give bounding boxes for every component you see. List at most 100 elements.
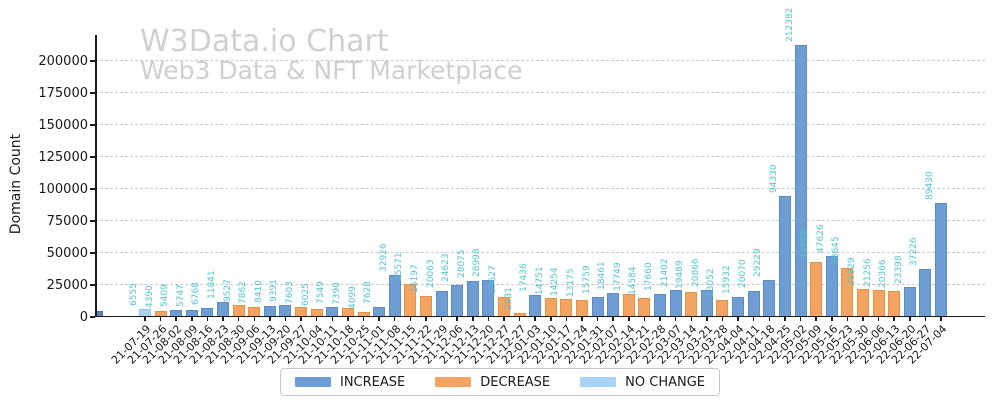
x-tick-mark — [456, 317, 458, 321]
bar-value-label: 17436 — [519, 263, 530, 292]
x-tick-mark — [862, 317, 864, 321]
y-tick-mark — [90, 220, 95, 222]
y-tick-mark — [90, 316, 95, 318]
bar-value-label: 29229 — [753, 247, 764, 277]
legend-item-no-change: NO CHANGE — [580, 375, 705, 390]
bar-value-label: 13052 — [706, 268, 717, 298]
chart-subtitle: Web3 Data & NFT Marketplace — [140, 56, 523, 85]
bar-value-label: 7862 — [238, 281, 249, 304]
bar-value-label: 7628 — [363, 281, 374, 305]
bar-value-label: 11841 — [207, 270, 218, 299]
y-tick-mark — [90, 188, 95, 190]
bar-value-label: 47626 — [815, 224, 826, 254]
x-tick-mark — [144, 317, 146, 321]
bar-value-label: 20866 — [690, 258, 701, 288]
x-tick-mark — [269, 317, 271, 321]
legend-item-decrease: DECREASE — [435, 375, 550, 390]
x-tick-mark — [924, 317, 927, 321]
x-tick-mark — [815, 317, 817, 321]
x-tick-mark — [518, 317, 521, 321]
bar-value-label: 2931 — [503, 287, 514, 311]
bar-value-label: 17749 — [612, 262, 623, 292]
bar — [669, 289, 682, 317]
x-tick-mark — [893, 317, 895, 321]
x-tick-mark — [206, 317, 209, 321]
x-tick-mark — [799, 317, 802, 321]
bar-value-label: 5747 — [175, 283, 186, 307]
bar-value-label: 37226 — [909, 237, 920, 267]
bar-value-label: 20070 — [737, 259, 748, 289]
y-gridline — [95, 188, 985, 189]
x-tick-mark — [909, 317, 911, 321]
bar-value-label: 28075 — [456, 249, 467, 279]
bar-value-label: 17660 — [644, 262, 655, 292]
legend-item-increase: INCREASE — [294, 374, 406, 390]
bar — [544, 298, 557, 317]
x-tick-mark — [784, 317, 786, 321]
decrease-swatch — [435, 377, 472, 387]
bar — [794, 45, 807, 317]
y-tick-label: 75000 — [46, 213, 88, 229]
bar-value-label: 20366 — [878, 259, 889, 288]
x-tick-mark — [300, 317, 302, 321]
bar-value-label: 18461 — [597, 261, 608, 291]
x-tick-mark — [643, 317, 646, 321]
x-tick-mark — [409, 317, 412, 321]
bar-value-label: 24623 — [441, 253, 452, 283]
legend: INCREASE DECREASE NO CHANGE — [279, 368, 721, 396]
y-tick-label: 175000 — [38, 85, 88, 101]
bar — [856, 288, 869, 317]
bar-value-label: 7603 — [285, 281, 296, 305]
x-axis-spine — [95, 315, 985, 318]
y-tick-label: 25000 — [46, 277, 88, 293]
x-tick-mark — [487, 317, 490, 321]
legend-label: NO CHANGE — [625, 374, 706, 390]
y-tick-label: 0 — [79, 309, 88, 325]
bar-value-label: 4390 — [144, 285, 155, 309]
bar — [778, 196, 791, 317]
bar — [217, 301, 230, 317]
bar — [825, 256, 838, 317]
x-tick-mark — [191, 317, 193, 321]
bar-value-label: 7549 — [316, 281, 327, 305]
legend-label: INCREASE — [339, 374, 406, 390]
bar-value-label: 9391 — [269, 279, 280, 302]
bar-value-label: 28998 — [472, 248, 483, 277]
bar — [419, 296, 432, 317]
bar-value-label: 21402 — [659, 257, 670, 287]
bar — [529, 294, 542, 317]
bar — [935, 202, 947, 317]
x-tick-mark — [706, 317, 708, 321]
x-tick-mark — [347, 317, 349, 321]
y-tick-mark — [90, 284, 95, 286]
bar-value-label: 4099 — [347, 285, 358, 309]
bar-value-label: 32926 — [378, 243, 389, 272]
bar — [763, 279, 776, 317]
bar — [638, 298, 651, 317]
bar-value-label: 25571 — [394, 252, 405, 282]
bar — [591, 296, 604, 317]
y-tick-mark — [90, 252, 95, 254]
bar-value-label: 20063 — [425, 259, 436, 289]
bar — [888, 290, 901, 317]
bar-value-label: 5409 — [160, 284, 171, 308]
y-axis-label: Domain Count — [8, 133, 24, 235]
y-gridline — [95, 156, 985, 157]
bar-value-label: 14751 — [534, 266, 545, 296]
x-tick-mark — [331, 317, 334, 321]
x-tick-mark — [425, 317, 427, 321]
bar — [466, 281, 479, 317]
x-tick-mark — [768, 317, 771, 321]
y-tick-mark — [90, 156, 95, 158]
bar-value-label: 19489 — [675, 260, 686, 290]
y-gridline — [95, 92, 985, 93]
x-tick-mark — [253, 317, 255, 321]
bar-value-label: 21256 — [862, 258, 873, 287]
bar-value-label: 21929 — [846, 257, 857, 286]
x-tick-mark — [737, 317, 739, 321]
bar-value-label: 212382 — [784, 7, 795, 43]
y-tick-label: 50000 — [46, 245, 88, 261]
x-tick-mark — [362, 317, 365, 321]
bar — [732, 296, 745, 317]
